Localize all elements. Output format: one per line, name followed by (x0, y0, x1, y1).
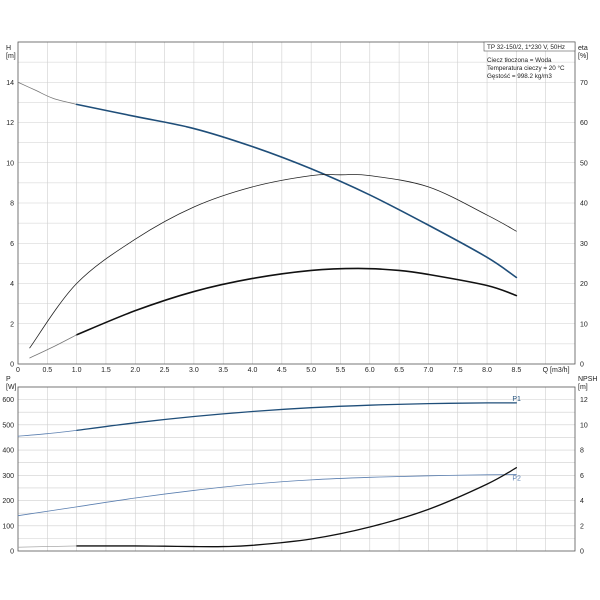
series-label-p2: P2 (512, 476, 521, 483)
bottom-left-y-tick-label: 400 (2, 448, 14, 455)
bottom-right-y-tick-label: 10 (580, 422, 588, 429)
bottom-right-y-tick-label: 0 (580, 549, 584, 556)
x-tick-label: 7.0 (424, 367, 434, 374)
bottom-left-y-tick-label: 300 (2, 473, 14, 480)
top-right-y-tick-label: 20 (580, 281, 588, 288)
top-right-y-tick-label: 70 (580, 80, 588, 87)
bottom-plot-frame (17, 386, 576, 552)
bottom-right-axis-title-line1: NPSH (578, 376, 597, 383)
x-tick-label: 2.5 (160, 367, 170, 374)
top-series-line-0 (17, 81, 78, 105)
x-tick-label: 0 (16, 367, 20, 374)
bottom-left-y-tick-label: 0 (10, 549, 14, 556)
top-left-y-tick-label: 14 (6, 80, 14, 87)
x-tick-label: 6.0 (365, 367, 375, 374)
bottom-right-y-tick-label: 6 (580, 473, 584, 480)
bottom-grid (18, 387, 575, 551)
bottom-left-y-tick-label: 600 (2, 397, 14, 404)
x-tick-label: 4.5 (277, 367, 287, 374)
top-left-axis-title-line1: H (6, 45, 11, 52)
x-tick-label: 2.0 (130, 367, 140, 374)
bottom-series-line-0 (75, 402, 518, 432)
top-right-y-tick-label: 40 (580, 201, 588, 208)
info-line-2: Temperatura cieczy = 20 °C (487, 64, 565, 72)
info-line-1: Ciecz tłoczona = Woda (487, 57, 552, 64)
bottom-right-y-tick-label: 4 (580, 498, 584, 505)
x-tick-label: 4.0 (248, 367, 258, 374)
bottom-right-y-tick-label: 12 (580, 397, 588, 404)
top-series-line-2 (29, 174, 517, 349)
x-tick-label: 5.0 (306, 367, 316, 374)
x-tick-label: 6.5 (394, 367, 404, 374)
tick-labels: 0 0.5 1.0 1.5 2.0 2.5 3.0 3.5 4.0 4.5 5.0 5.5 6.0 6.5… (2, 80, 588, 556)
top-left-y-tick-label: 4 (10, 281, 14, 288)
bottom-right-axis-title-line2: [m] (578, 384, 588, 391)
series-label-p1: P1 (512, 396, 521, 403)
top-right-y-tick-label: 60 (580, 120, 588, 127)
x-tick-label: 7.5 (453, 367, 463, 374)
x-tick-label: 8.0 (482, 367, 492, 374)
bottom-series-line-4 (17, 545, 77, 548)
x-tick-label: Q [m3/h] (543, 367, 570, 374)
x-tick-label: 8.5 (512, 367, 522, 374)
pump-title-box (483, 41, 576, 52)
bottom-left-y-tick-label: 500 (2, 422, 14, 429)
top-series-line-4 (29, 334, 78, 359)
bottom-left-axis-title-line2: [W] (6, 384, 17, 391)
top-right-axis-title-line2: [%] (578, 53, 588, 60)
top-right-y-tick-label: 30 (580, 241, 588, 248)
top-left-y-tick-label: 8 (10, 201, 14, 208)
top-series-group (17, 81, 518, 359)
top-left-y-tick-label: 6 (10, 241, 14, 248)
bottom-left-y-tick-label: 100 (2, 523, 14, 530)
bottom-right-y-tick-label: 8 (580, 448, 584, 455)
x-tick-label: 0.5 (42, 367, 52, 374)
x-tick-label: 5.5 (336, 367, 346, 374)
top-right-y-tick-label: 0 (580, 362, 584, 369)
top-series-line-3 (75, 267, 518, 336)
info-line-3: Gęstość = 998.2 kg/m3 (487, 73, 552, 80)
x-tick-label: 3.0 (189, 367, 199, 374)
top-left-y-tick-label: 10 (6, 160, 14, 167)
top-series-line-1 (75, 103, 518, 279)
pump-info-box: TP 32-150/2, 1*230 V, 50Hz Ciecz tłoczon… (483, 41, 576, 80)
bottom-series-line-2 (17, 474, 517, 517)
bottom-series-group: P1 P2 (17, 396, 521, 548)
bottom-right-y-tick-label: 2 (580, 523, 584, 530)
pump-title: TP 32-150/2, 1*230 V, 50Hz (487, 44, 565, 51)
top-right-axis-title-line1: eta (578, 45, 588, 52)
top-left-y-tick-label: 2 (10, 321, 14, 328)
bottom-series-line-3 (75, 467, 518, 548)
x-tick-label: 1.0 (72, 367, 82, 374)
bottom-series-line-1 (17, 430, 78, 437)
top-left-y-tick-label: 12 (6, 120, 14, 127)
x-tick-label: 3.5 (218, 367, 228, 374)
bottom-left-y-tick-label: 200 (2, 498, 14, 505)
x-tick-label: 1.5 (101, 367, 111, 374)
top-right-y-tick-label: 50 (580, 160, 588, 167)
top-left-axis-title-line2: [m] (6, 53, 16, 60)
top-plot-frame (17, 41, 576, 365)
top-left-y-tick-label: 0 (10, 362, 14, 369)
bottom-left-axis-title-line1: P (6, 376, 11, 383)
top-right-y-tick-label: 10 (580, 321, 588, 328)
top-grid (18, 42, 575, 364)
